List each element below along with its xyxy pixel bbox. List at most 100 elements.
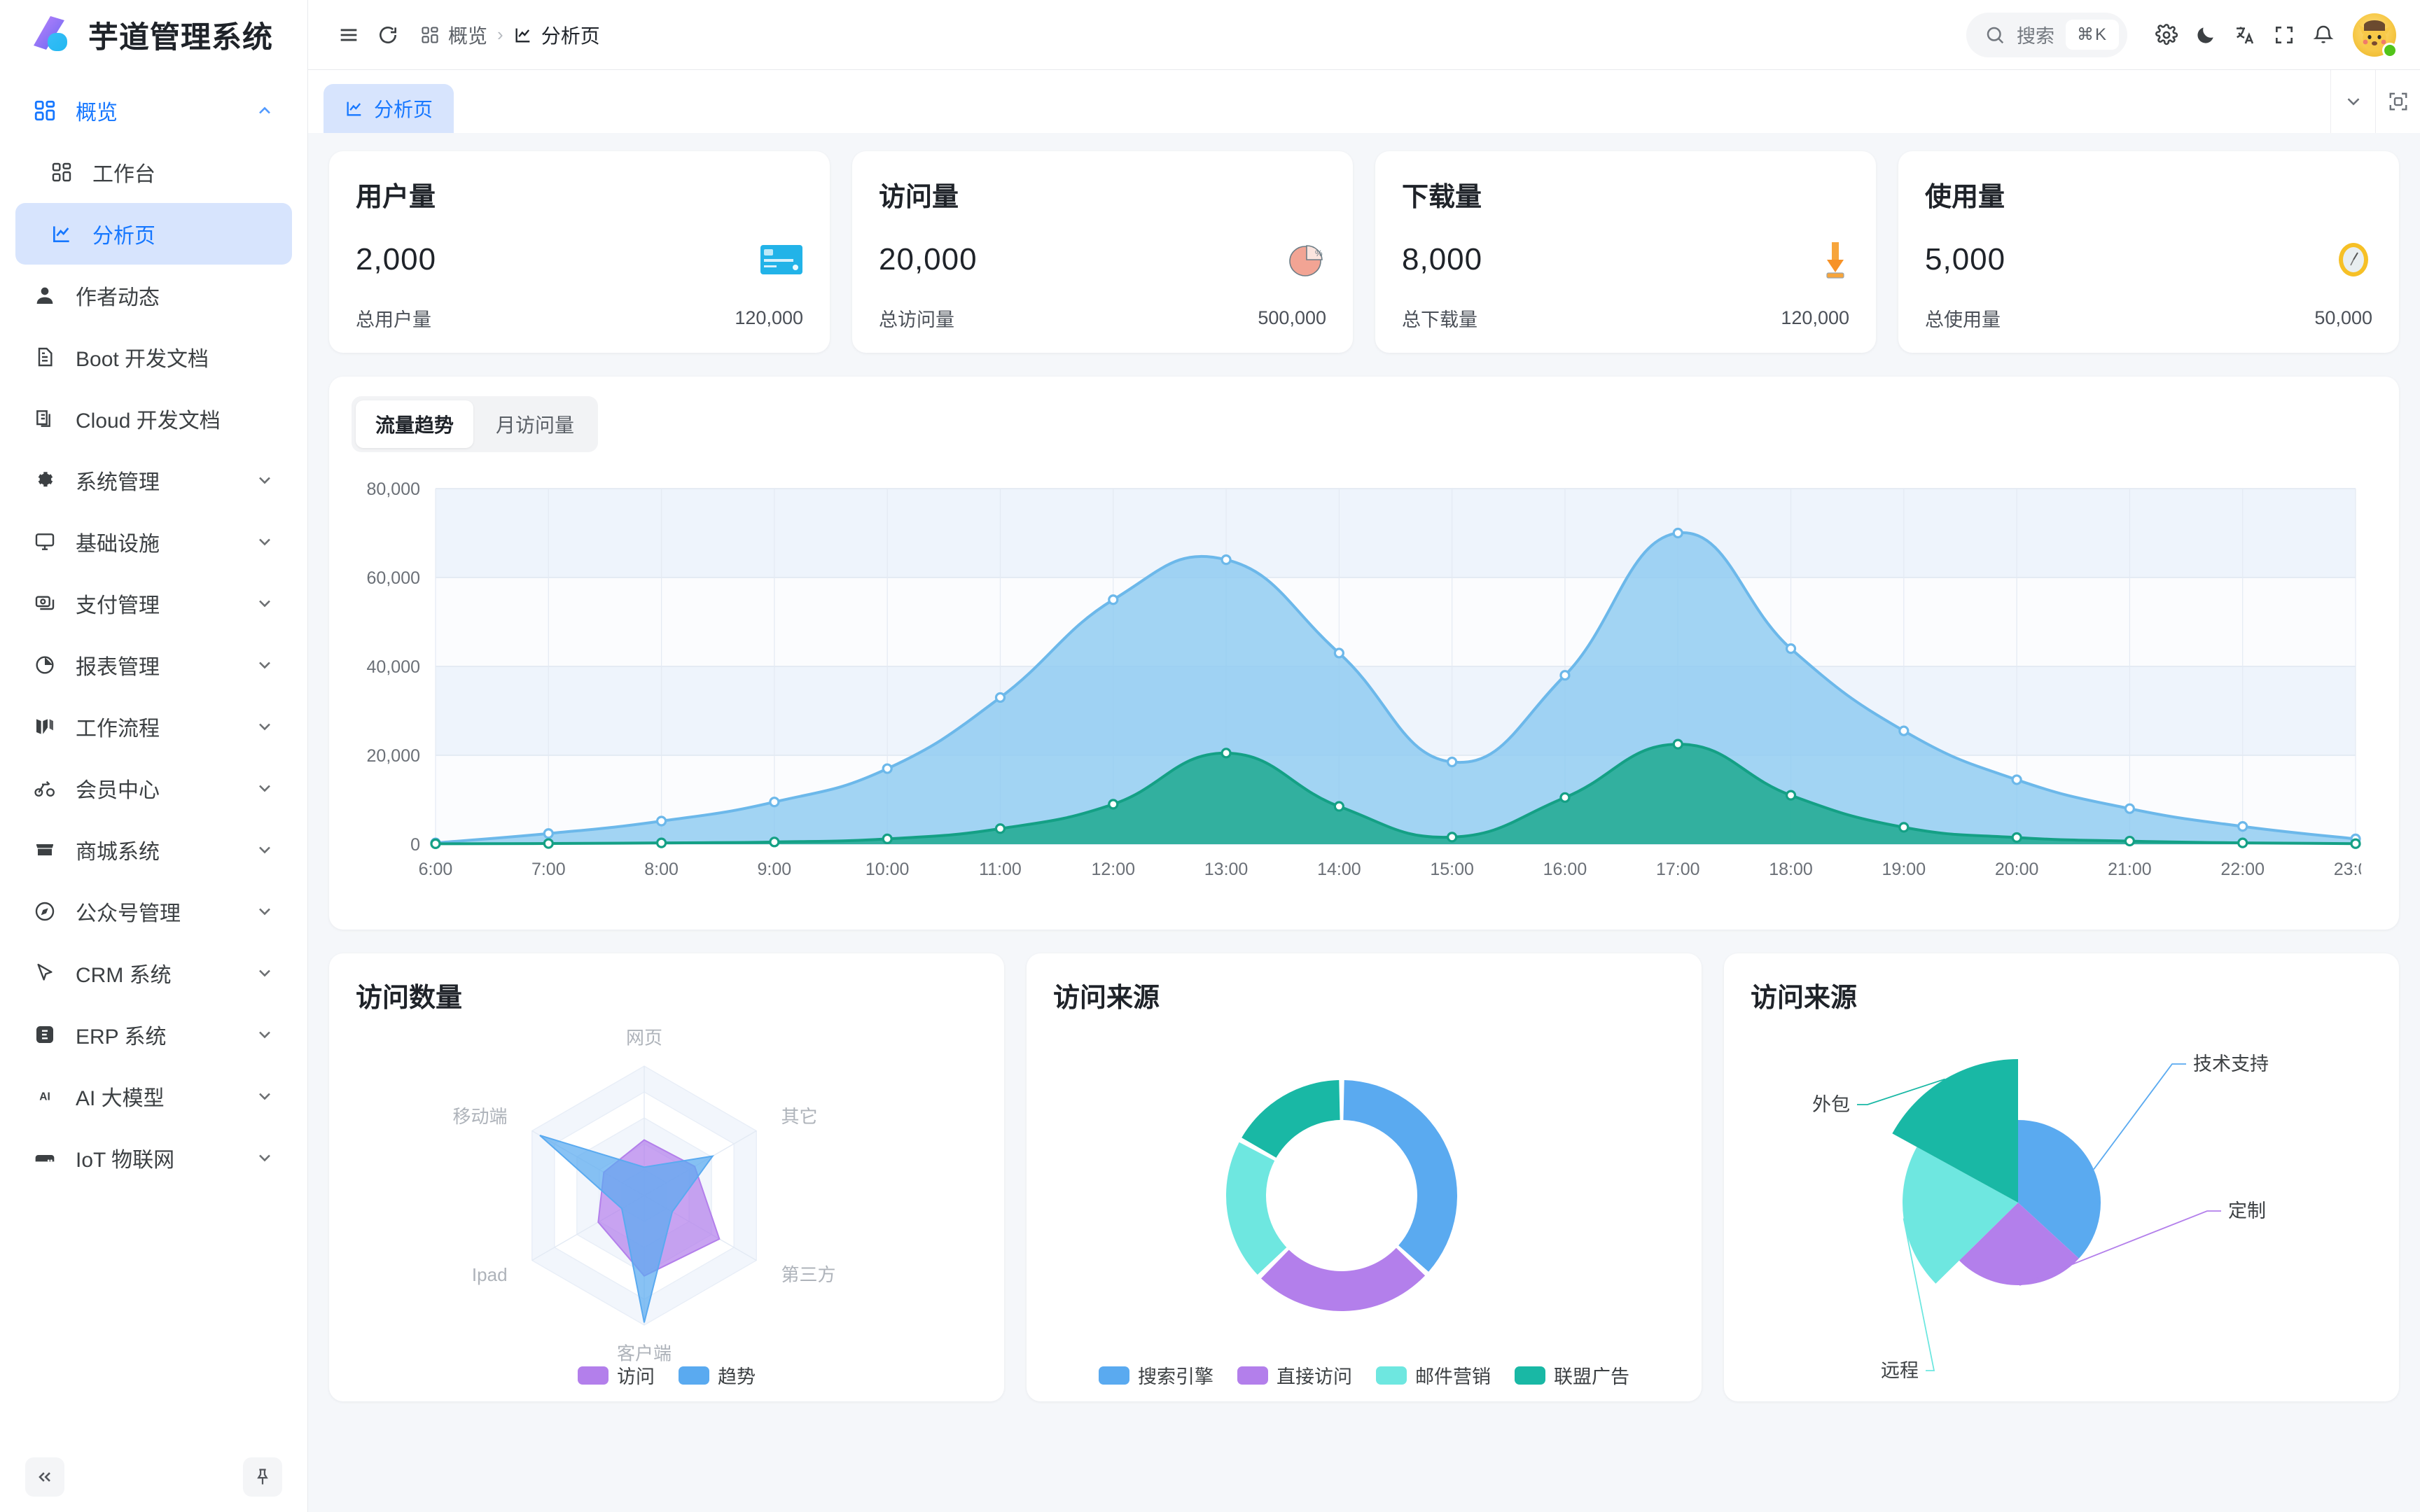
chevron-up-icon[interactable] [253,99,277,122]
sidebar-item-system-management[interactable]: 系统管理 [15,449,292,511]
dark-mode-icon[interactable] [2186,15,2225,55]
sidebar-collapse-button[interactable] [25,1457,64,1497]
fullscreen-icon[interactable] [2265,15,2304,55]
sidebar-item-workflow[interactable]: 工作流程 [15,696,292,757]
chevron-down-icon[interactable] [253,1084,277,1108]
sidebar-footer [0,1442,307,1512]
chevron-down-icon[interactable] [253,468,277,492]
stat-card-row: 用户量 2,000 总用户量 [329,151,2399,353]
flow-icon [31,713,59,741]
traffic-trend-card: 流量趋势 月访问量 0 20,000 40,000 60,000 80,000 6:00 7… [329,377,2399,930]
donut-legend: 搜索引擎 直接访问 邮件营销 联盟广告 [1027,1362,1702,1389]
refresh-icon[interactable] [368,15,408,55]
stat-main-row: 2,000 [356,233,803,286]
chevron-down-icon[interactable] [253,592,277,615]
svg-text:14:00: 14:00 [1317,860,1361,879]
legend-item[interactable]: 访问 [578,1362,655,1389]
app-logo-icon [29,13,73,57]
trend-tab-traffic[interactable]: 流量趋势 [356,400,474,448]
notification-icon[interactable] [2304,15,2343,55]
chevron-down-icon[interactable] [253,899,277,923]
breadcrumb-item-analysis[interactable]: 分析页 [513,21,600,49]
hamburger-icon[interactable] [329,15,368,55]
sidebar-pin-button[interactable] [243,1457,282,1497]
legend-swatch [679,1366,709,1385]
sidebar-item-crm-system[interactable]: CRM 系统 [15,942,292,1004]
chevron-down-icon[interactable] [253,653,277,677]
legend-item[interactable]: 搜索引擎 [1099,1362,1214,1389]
radar-chart: 网页 其它 第三方 客户端 Ipad 移动端 [329,1021,1004,1401]
chevron-down-icon[interactable] [253,961,277,985]
sidebar-item-analysis[interactable]: 分析页 [15,203,292,265]
search-icon [1984,24,2005,46]
sidebar-item-payment-management[interactable]: 支付管理 [15,573,292,634]
translate-icon[interactable] [2225,15,2265,55]
sidebar-item-label: Cloud 开发文档 [76,410,221,433]
wallet-icon [31,589,59,617]
stat-footer-value: 120,000 [1781,307,1849,328]
compass-icon [31,897,59,925]
sidebar-item-official-account[interactable]: 公众号管理 [15,881,292,942]
settings-icon[interactable] [2147,15,2186,55]
trend-tab-monthly[interactable]: 月访问量 [496,414,575,436]
search-input[interactable]: 搜索 ⌘K [1966,12,2127,57]
sidebar-item-workbench[interactable]: 工作台 [15,141,292,203]
chevron-down-icon[interactable] [253,1146,277,1170]
legend-label: 邮件营销 [1415,1366,1491,1387]
tab-dropdown-button[interactable] [2330,70,2375,133]
download-icon [1821,241,1849,279]
tab-analysis[interactable]: 分析页 [324,84,454,133]
legend-item[interactable]: 邮件营销 [1376,1362,1491,1389]
cursor-icon [31,959,59,987]
sidebar-item-report-management[interactable]: 报表管理 [15,634,292,696]
stat-footer: 总访问量 500,000 [879,304,1326,332]
chevron-down-icon[interactable] [253,715,277,738]
sidebar-item-infrastructure[interactable]: 基础设施 [15,511,292,573]
sidebar-item-overview[interactable]: 概览 [15,80,292,141]
stat-value: 2,000 [356,242,437,276]
sidebar-item-ai-model[interactable]: AI AI 大模型 [15,1065,292,1127]
sidebar-item-label: 概览 [76,102,118,125]
stat-footer-label: 总使用量 [1925,309,2001,330]
svg-text:8:00: 8:00 [644,860,679,879]
ai-icon: AI [31,1082,59,1110]
chevron-down-icon[interactable] [253,776,277,800]
sidebar-item-author-news[interactable]: 作者动态 [15,265,292,326]
avatar[interactable] [2353,13,2398,58]
sidebar-item-cloud-docs[interactable]: Cloud 开发文档 [15,388,292,449]
gear-icon [31,466,59,494]
visit-source-rose-card: 访问来源 技术支持 定制 远程 外包 [1724,953,2399,1401]
legend-item[interactable]: 联盟广告 [1515,1362,1629,1389]
sidebar-item-iot[interactable]: IoT 物联网 [15,1127,292,1189]
sidebar-item-label: 系统管理 [76,471,160,494]
tab-maximize-button[interactable] [2375,70,2420,133]
tabbar: 分析页 [308,70,2420,133]
sidebar-item-erp-system[interactable]: ERP 系统 [15,1004,292,1065]
chevron-down-icon[interactable] [253,838,277,862]
sidebar-item-label: 作者动态 [76,286,160,309]
tab-label: 分析页 [374,99,433,120]
sidebar-item-label: 商城系统 [76,841,160,864]
legend-item[interactable]: 直接访问 [1237,1362,1352,1389]
svg-text:60,000: 60,000 [367,568,420,588]
sidebar-item-boot-docs[interactable]: Boot 开发文档 [15,326,292,388]
legend-item[interactable]: 趋势 [679,1362,756,1389]
logo-row[interactable]: 芋道管理系统 [0,0,307,70]
svg-text:20:00: 20:00 [1995,860,2039,879]
chevron-down-icon[interactable] [253,530,277,554]
sidebar-item-member-center[interactable]: 会员中心 [15,757,292,819]
breadcrumb-item-overview[interactable]: 概览 [420,21,487,49]
donut-chart [1027,1021,1702,1401]
shop-icon [31,836,59,864]
chevron-down-icon[interactable] [253,1023,277,1046]
traffic-trend-chart: 0 20,000 40,000 60,000 80,000 6:00 7:00 8:00 9:0… [352,480,2392,927]
sidebar: 芋道管理系统 概览 [0,0,308,1512]
chart-title: 访问来源 [1053,983,1160,1013]
breadcrumb-label: 分析页 [541,24,600,47]
sidebar-item-label: 支付管理 [76,594,160,617]
app-title: 芋道管理系统 [88,21,273,55]
stat-card-visits: 访问量 20,000 % 总访问量 500,000 [852,151,1353,353]
sidebar-item-label: ERP 系统 [76,1026,167,1049]
rose-chart: 技术支持 定制 远程 外包 [1724,1021,2399,1401]
sidebar-item-mall-system[interactable]: 商城系统 [15,819,292,881]
